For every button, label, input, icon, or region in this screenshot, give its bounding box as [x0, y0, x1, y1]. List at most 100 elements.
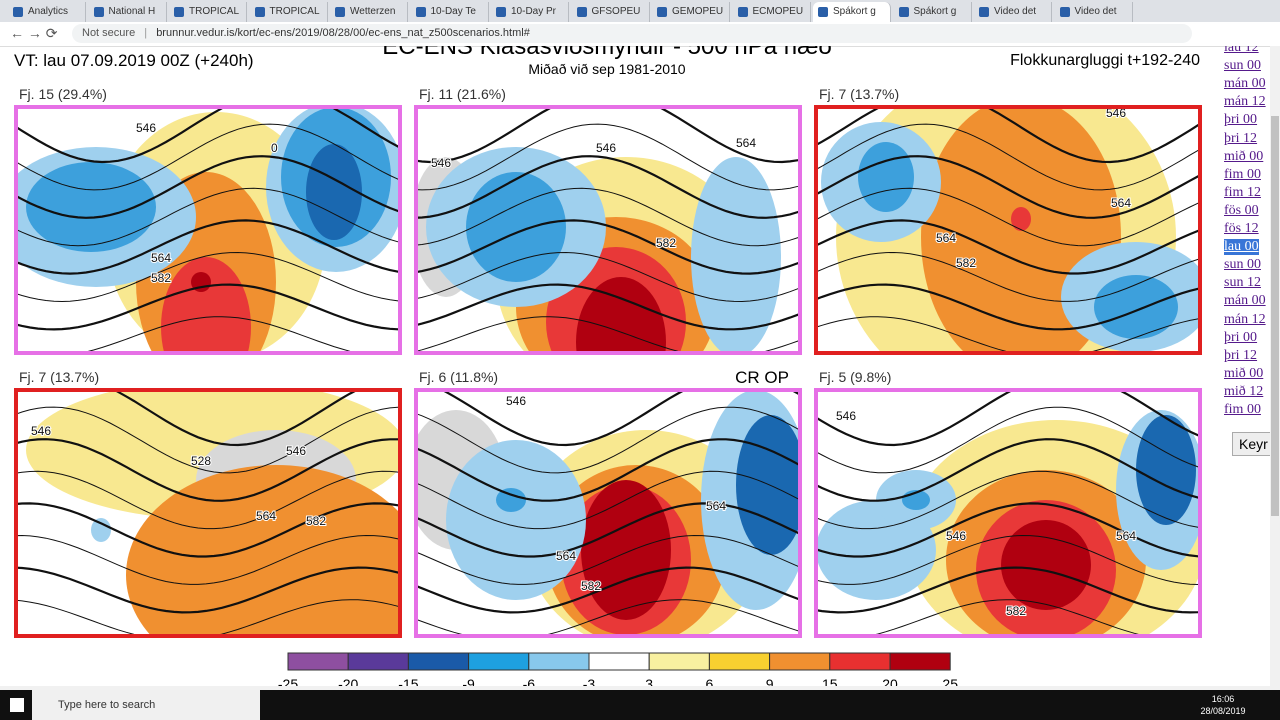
date-link[interactable]: fim 12: [1224, 184, 1261, 200]
panel-label: Fj. 7 (13.7%): [819, 86, 899, 102]
anomaly-area: [1001, 520, 1091, 610]
contour-line: [416, 187, 800, 247]
contour-line: [416, 534, 800, 585]
contour-label: 546: [946, 529, 966, 543]
colorbar-segment: [648, 652, 710, 671]
address-bar: ← → ⟳ Not secure | brunnur.vedur.is/kort…: [0, 22, 1280, 47]
colorbar-segment: [287, 652, 349, 671]
start-button[interactable]: [10, 698, 24, 712]
contour-line: [416, 566, 800, 614]
contour-line: [16, 107, 400, 164]
contour-line: [816, 219, 1200, 275]
colorbar-segment: [708, 652, 771, 671]
colorbar-segment: [769, 652, 831, 671]
date-link[interactable]: mið 00: [1224, 148, 1264, 164]
date-link[interactable]: fös 00: [1224, 202, 1259, 218]
panel-border: [814, 388, 1202, 638]
tab[interactable]: TROPICAL: [250, 2, 328, 22]
anomaly-area: [91, 518, 111, 542]
contour-line: [16, 251, 400, 303]
op-label: CR OP: [735, 368, 789, 387]
contour-label: 564: [936, 231, 956, 245]
colorbar-label: 9: [766, 676, 774, 690]
date-link[interactable]: lau 12: [1224, 46, 1259, 55]
contour-line: [416, 406, 800, 474]
contour-label: 582: [656, 236, 676, 250]
tab[interactable]: Spákort g: [813, 2, 891, 22]
date-link[interactable]: þri 12: [1224, 347, 1258, 363]
contour-line: [816, 406, 1200, 474]
contour-label: 528: [191, 454, 211, 468]
date-link[interactable]: mán 12: [1224, 94, 1266, 110]
contour-line: [816, 251, 1200, 302]
panel-label: Fj. 11 (21.6%): [419, 86, 506, 102]
panel-label: Fj. 6 (11.8%): [419, 369, 498, 385]
contour-label: 564: [1116, 529, 1136, 543]
contour-line: [416, 502, 800, 558]
anomaly-area: [496, 488, 526, 512]
panel-border: [414, 388, 802, 638]
date-link[interactable]: mán 00: [1224, 76, 1266, 92]
contour-label: 564: [256, 509, 276, 523]
anomaly-area: [1136, 415, 1196, 525]
contour-line: [16, 599, 400, 636]
tab[interactable]: 10-Day Pr: [491, 2, 569, 22]
anomaly-area: [126, 465, 400, 636]
colorbar-label: 3: [645, 676, 653, 690]
anomaly-area: [466, 172, 566, 282]
contour-line: [416, 470, 800, 530]
nav-buttons[interactable]: ← → ⟳: [10, 25, 58, 41]
date-link[interactable]: mið 12: [1224, 383, 1264, 399]
contour-label: 546: [506, 394, 526, 408]
date-link[interactable]: þri 12: [1224, 130, 1258, 146]
map-panel: 546 546 564 582: [416, 107, 800, 353]
contour-label: 564: [736, 136, 756, 150]
date-link[interactable]: þri 00: [1224, 329, 1258, 345]
contour-line: [16, 470, 400, 530]
panel-border: [414, 105, 802, 355]
contour-line: [816, 390, 1200, 447]
tab[interactable]: ECMOPEU: [733, 2, 811, 22]
clock: 16:06 28/08/2019: [1198, 693, 1248, 717]
colorbar-segment: [347, 652, 409, 671]
contour-label: 564: [151, 251, 171, 265]
tab[interactable]: Wetterzen: [330, 2, 408, 22]
contour-label: 582: [151, 271, 171, 285]
contour-line: [16, 406, 400, 474]
tab[interactable]: Video det: [974, 2, 1052, 22]
date-link[interactable]: sun 00: [1224, 58, 1261, 74]
contour-label: 564: [1111, 196, 1131, 210]
tab[interactable]: Video det: [1055, 2, 1133, 22]
contour-line: [816, 566, 1200, 614]
tab[interactable]: 10-Day Te: [411, 2, 489, 22]
tab-bar: Analytics National H TROPICAL TROPICAL Wette…: [0, 0, 1280, 22]
date-link[interactable]: lau 00: [1224, 239, 1259, 256]
tab[interactable]: Spákort g: [894, 2, 972, 22]
time: 16:06: [1211, 694, 1235, 704]
date-link[interactable]: mið 00: [1224, 365, 1264, 381]
contour-line: [816, 502, 1200, 558]
date-link[interactable]: fim 00: [1224, 166, 1261, 182]
tab[interactable]: Analytics: [8, 2, 86, 22]
contour-label: 546: [136, 121, 156, 135]
contour-line: [816, 155, 1200, 219]
tab[interactable]: National H: [89, 2, 167, 22]
date-link[interactable]: mán 00: [1224, 293, 1266, 309]
date-link[interactable]: sun 00: [1224, 257, 1261, 273]
tab[interactable]: TROPICAL: [169, 2, 247, 22]
h-scrollbar: [0, 686, 1270, 690]
date-link[interactable]: mán 12: [1224, 311, 1266, 327]
omnibox[interactable]: Not secure | brunnur.vedur.is/kort/ec-en…: [72, 24, 1192, 43]
colorbar-segment: [468, 652, 530, 671]
contour-label: 546: [31, 424, 51, 438]
date-link[interactable]: sun 12: [1224, 275, 1261, 291]
date-link[interactable]: fim 00: [1224, 402, 1261, 417]
date-link[interactable]: þri 00: [1224, 112, 1258, 128]
contour-line: [416, 219, 800, 275]
search-box[interactable]: Type here to search: [32, 690, 260, 720]
contour-line: [816, 470, 1200, 530]
tab[interactable]: GEMOPEU: [652, 2, 730, 22]
anomaly-area: [858, 142, 914, 212]
date-link[interactable]: fös 12: [1224, 221, 1259, 236]
tab[interactable]: GFSOPEU: [572, 2, 650, 22]
